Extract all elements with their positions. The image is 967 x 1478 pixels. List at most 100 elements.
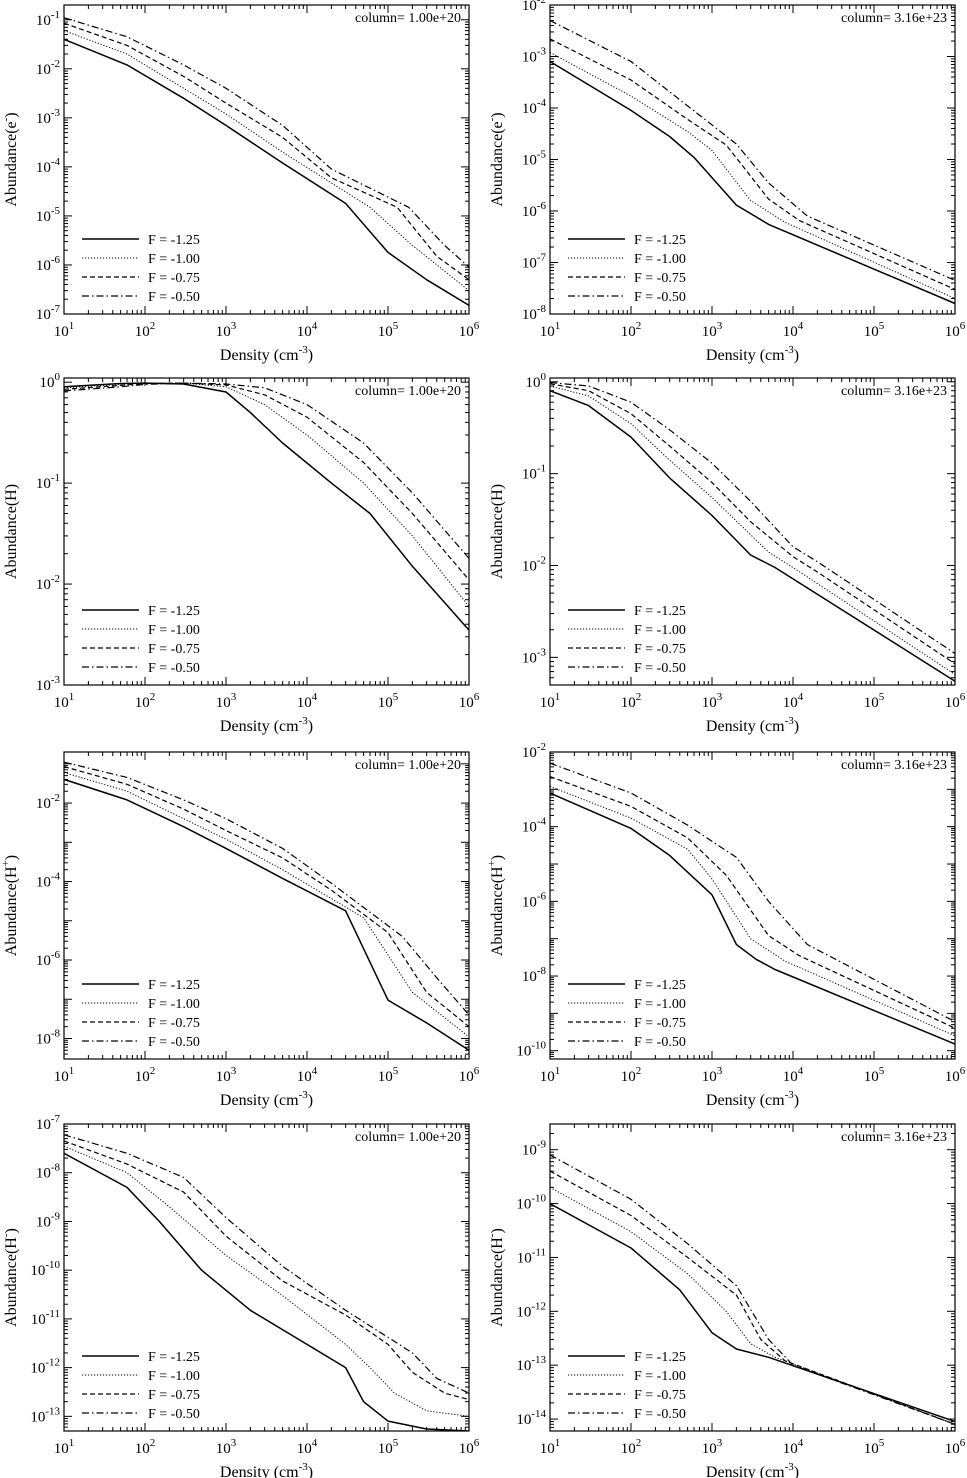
series-line-dashdot — [64, 1134, 469, 1394]
x-tick-label: 101 — [54, 691, 75, 711]
series-line-solid — [64, 1152, 469, 1431]
y-tick-label: 10-14 — [516, 1408, 546, 1428]
x-tick-label: 105 — [864, 1437, 885, 1457]
y-tick-label: 10-12 — [30, 1357, 60, 1377]
x-axis-label: Density (cm-3) — [220, 1089, 313, 1109]
panel-h_high: 101 102 103 104 105 106 10-3 10-2 10-1 100 Density… — [489, 371, 966, 735]
y-tick-label: 10-13 — [30, 1405, 60, 1425]
y-axis-label: Abundance(H-) — [0, 1228, 20, 1327]
panel-hm_high: 101 102 103 104 105 106 10-14 10-13 10-12 10-11 10… — [486, 1123, 966, 1478]
x-tick-label: 103 — [702, 691, 723, 711]
series-line-dashed — [550, 383, 955, 665]
legend-label: F = -1.00 — [148, 623, 200, 638]
y-tick-label: 10-4 — [522, 97, 547, 117]
y-tick-label: 10-1 — [522, 463, 546, 483]
x-axis-label: Density (cm-3) — [706, 1089, 799, 1109]
y-tick-label: 10-4 — [36, 871, 61, 891]
series-line-dotted — [64, 1145, 469, 1417]
x-tick-label: 105 — [864, 320, 885, 340]
legend: F = -1.25 F = -1.00 F = -0.75 F = -0.50 — [568, 1350, 686, 1422]
y-tick-label: 10-11 — [517, 1246, 546, 1266]
x-tick-label: 105 — [378, 320, 399, 340]
y-tick-label: 10-11 — [31, 1308, 60, 1328]
x-tick-label: 101 — [540, 320, 561, 340]
legend-label: F = -1.25 — [634, 233, 686, 248]
x-tick-label: 101 — [540, 1437, 561, 1457]
legend-label: F = -0.75 — [148, 1388, 200, 1403]
column-annotation: column= 3.16e+23 — [841, 11, 947, 26]
plot-frame — [63, 4, 470, 315]
y-tick-label: 10-12 — [516, 1300, 546, 1320]
legend-label: F = -1.25 — [148, 978, 200, 993]
x-tick-label: 102 — [621, 1437, 642, 1457]
x-tick-label: 104 — [297, 691, 318, 711]
x-tick-label: 105 — [864, 691, 885, 711]
x-tick-label: 105 — [378, 691, 399, 711]
series-line-dashdot — [64, 17, 469, 268]
x-tick-label: 104 — [783, 1437, 804, 1457]
y-axis-label: Abundance(e-) — [0, 112, 20, 206]
legend: F = -1.25 F = -1.00 F = -0.75 F = -0.50 — [82, 233, 200, 305]
series-line-solid — [550, 390, 955, 682]
series-line-dashed — [550, 776, 955, 1029]
y-axis-label: Abundance(e-) — [486, 112, 506, 206]
x-tick-label: 106 — [459, 1065, 480, 1085]
x-tick-label: 102 — [621, 691, 642, 711]
legend-label: F = -0.50 — [148, 290, 200, 305]
series-line-dotted — [64, 772, 469, 1038]
x-tick-label: 106 — [459, 691, 480, 711]
series-line-dashdot — [550, 1154, 955, 1425]
y-axis-label: Abundance(H) — [3, 484, 20, 579]
legend-label: F = -0.75 — [634, 271, 686, 286]
panel-hp_low: 101 102 103 104 105 106 10-8 10-6 10-4 10-2 Densit… — [0, 751, 480, 1109]
y-tick-label: 10-8 — [36, 1162, 61, 1182]
panel-hm_low: 101 102 103 104 105 106 10-13 10-12 10-11 10-10 10… — [0, 1113, 480, 1478]
series-line-dashed — [64, 382, 469, 581]
series-line-dotted — [550, 385, 955, 675]
plot-frame — [63, 1123, 470, 1432]
y-tick-label: 10-10 — [30, 1259, 60, 1279]
x-tick-label: 106 — [945, 1437, 966, 1457]
panel-hp_high: 101 102 103 104 105 106 10-10 10-8 10-6 10-4 10-2 D… — [486, 741, 966, 1109]
y-tick-label: 10-10 — [516, 1193, 546, 1213]
column-annotation: column= 1.00e+20 — [355, 11, 461, 26]
y-tick-label: 10-9 — [522, 1139, 547, 1159]
y-tick-label: 10-2 — [522, 741, 546, 761]
plot-frame — [549, 377, 956, 686]
series-line-solid — [64, 778, 469, 1051]
x-tick-label: 106 — [459, 1437, 480, 1457]
x-tick-label: 102 — [621, 320, 642, 340]
legend-label: F = -1.00 — [148, 252, 200, 267]
x-tick-label: 102 — [135, 1437, 156, 1457]
y-tick-label: 10-3 — [522, 646, 547, 666]
x-tick-label: 103 — [216, 1065, 237, 1085]
y-tick-label: 10-3 — [522, 46, 547, 66]
y-tick-label: 10-8 — [36, 1027, 61, 1047]
x-tick-label: 101 — [54, 1065, 75, 1085]
x-tick-label: 103 — [702, 1437, 723, 1457]
x-axis-label: Density (cm-3) — [220, 344, 313, 364]
legend: F = -1.25 F = -1.00 F = -0.75 F = -0.50 — [568, 233, 686, 305]
series-line-dashdot — [550, 19, 955, 281]
legend-label: F = -0.50 — [634, 1407, 686, 1422]
x-tick-label: 101 — [540, 691, 561, 711]
x-tick-label: 106 — [459, 320, 480, 340]
x-tick-label: 103 — [216, 691, 237, 711]
y-tick-label: 10-2 — [36, 58, 60, 78]
plot-frame — [63, 377, 470, 686]
x-tick-label: 102 — [135, 691, 156, 711]
y-tick-label: 10-1 — [36, 9, 60, 29]
series-line-dashed — [64, 22, 469, 281]
y-tick-label: 10-8 — [522, 303, 547, 323]
x-axis-label: Density (cm-3) — [706, 715, 799, 735]
legend-label: F = -0.75 — [634, 1016, 686, 1031]
x-tick-label: 104 — [783, 320, 804, 340]
column-annotation: column= 1.00e+20 — [355, 1130, 461, 1145]
x-tick-label: 104 — [297, 1437, 318, 1457]
y-tick-label: 10-2 — [522, 555, 546, 575]
legend: F = -1.25 F = -1.00 F = -0.75 F = -0.50 — [568, 978, 686, 1050]
x-tick-label: 106 — [945, 1065, 966, 1085]
x-tick-label: 102 — [621, 1065, 642, 1085]
column-annotation: column= 3.16e+23 — [841, 758, 947, 773]
legend-label: F = -1.25 — [634, 1350, 686, 1365]
